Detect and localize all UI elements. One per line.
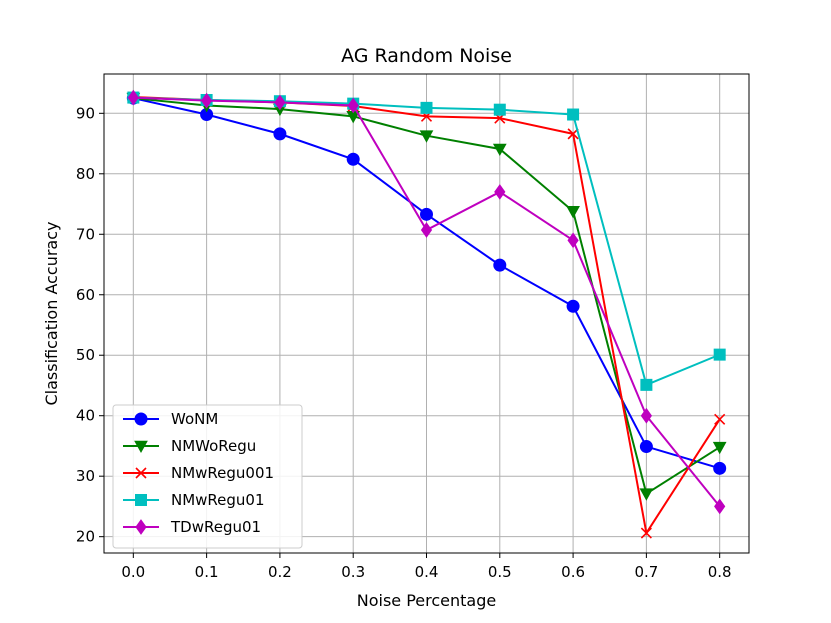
chart-title: AG Random Noise xyxy=(341,45,512,67)
data-point-nmworegu xyxy=(566,205,580,219)
data-point-nmwregu01 xyxy=(420,101,433,114)
legend-item-tdwregu01: TDwRegu01 xyxy=(123,518,261,536)
data-point-tdwregu01 xyxy=(567,232,579,249)
data-point-tdwregu01 xyxy=(200,92,213,109)
y-tick-label: 90 xyxy=(76,104,95,122)
data-point-nmwregu01 xyxy=(713,348,726,361)
data-point-nmwregu01 xyxy=(493,103,506,116)
data-point-tdwregu01 xyxy=(714,498,726,515)
x-tick-label: 0.5 xyxy=(488,563,512,581)
data-point-tdwregu01 xyxy=(494,184,506,200)
legend-box xyxy=(112,404,303,549)
y-tick-label: 60 xyxy=(76,286,95,304)
x-tick-label: 0.2 xyxy=(268,563,292,581)
data-point-nmworegu xyxy=(419,130,434,143)
legend-label: NMwRegu001 xyxy=(171,464,274,482)
data-point-nmworegu xyxy=(639,488,654,501)
data-point-wonm xyxy=(420,207,433,221)
x-tick-label: 0.7 xyxy=(634,563,658,581)
data-point-wonm xyxy=(346,152,360,166)
y-tick-label: 80 xyxy=(76,165,95,183)
data-point-tdwregu01 xyxy=(347,97,359,114)
data-point-wonm xyxy=(713,461,727,475)
y-tick-label: 20 xyxy=(76,528,95,546)
legend-label: WoNM xyxy=(171,410,218,428)
ticks: 0.0 0.1 0.2 0.3 0.4 0.5 0.6 0.7 0.8 20 30 40 50 60 70 8… xyxy=(76,104,732,581)
data-point-nmwregu01 xyxy=(567,108,580,121)
x-tick-label: 0.1 xyxy=(195,563,219,581)
legend-marker xyxy=(135,494,147,506)
legend-item-nmwregu01: NMwRegu01 xyxy=(123,491,265,509)
x-tick-label: 0.8 xyxy=(708,563,732,581)
legend-marker xyxy=(135,519,147,535)
data-point-wonm xyxy=(639,440,653,454)
legend-marker xyxy=(134,440,148,454)
data-point-wonm xyxy=(273,127,287,141)
y-tick-label: 70 xyxy=(76,225,95,243)
legend-marker xyxy=(134,412,148,426)
y-tick-label: 30 xyxy=(76,467,95,485)
data-point-tdwregu01 xyxy=(127,89,139,106)
data-point-tdwregu01 xyxy=(640,407,653,424)
legend-label: NMWoRegu xyxy=(171,437,256,455)
data-point-nmworegu xyxy=(492,143,507,157)
data-point-wonm xyxy=(493,258,507,272)
data-point-nmwregu001 xyxy=(640,527,652,539)
legend-item-nmworegu: NMWoRegu xyxy=(123,437,256,455)
data-point-tdwregu01 xyxy=(274,94,286,111)
x-tick-label: 0.0 xyxy=(121,563,145,581)
legend-label: NMwRegu01 xyxy=(171,491,265,509)
y-tick-label: 50 xyxy=(76,346,95,364)
data-point-nmwregu001 xyxy=(714,413,726,425)
data-point-nmwregu01 xyxy=(640,378,653,391)
data-point-tdwregu01 xyxy=(420,222,433,238)
x-tick-label: 0.3 xyxy=(341,563,365,581)
x-tick-label: 0.4 xyxy=(415,563,439,581)
legend-item-wonm: WoNM xyxy=(123,410,218,428)
x-tick-label: 0.6 xyxy=(561,563,585,581)
series-layer xyxy=(126,89,727,539)
legend: WoNM NMWoRegu NMwRegu001 NMwRegu01 TDwRegu01 xyxy=(112,404,303,549)
y-tick-label: 40 xyxy=(76,407,95,425)
legend-label: TDwRegu01 xyxy=(170,518,261,536)
x-axis-label: Noise Percentage xyxy=(357,591,496,610)
data-point-nmworegu xyxy=(712,441,727,455)
legend-marker xyxy=(135,467,147,479)
legend-item-nmwregu001: NMwRegu001 xyxy=(123,464,274,482)
series-tdwregu01 xyxy=(127,89,726,515)
y-axis-label: Classification Accuracy xyxy=(42,222,61,406)
data-point-wonm xyxy=(566,299,580,313)
